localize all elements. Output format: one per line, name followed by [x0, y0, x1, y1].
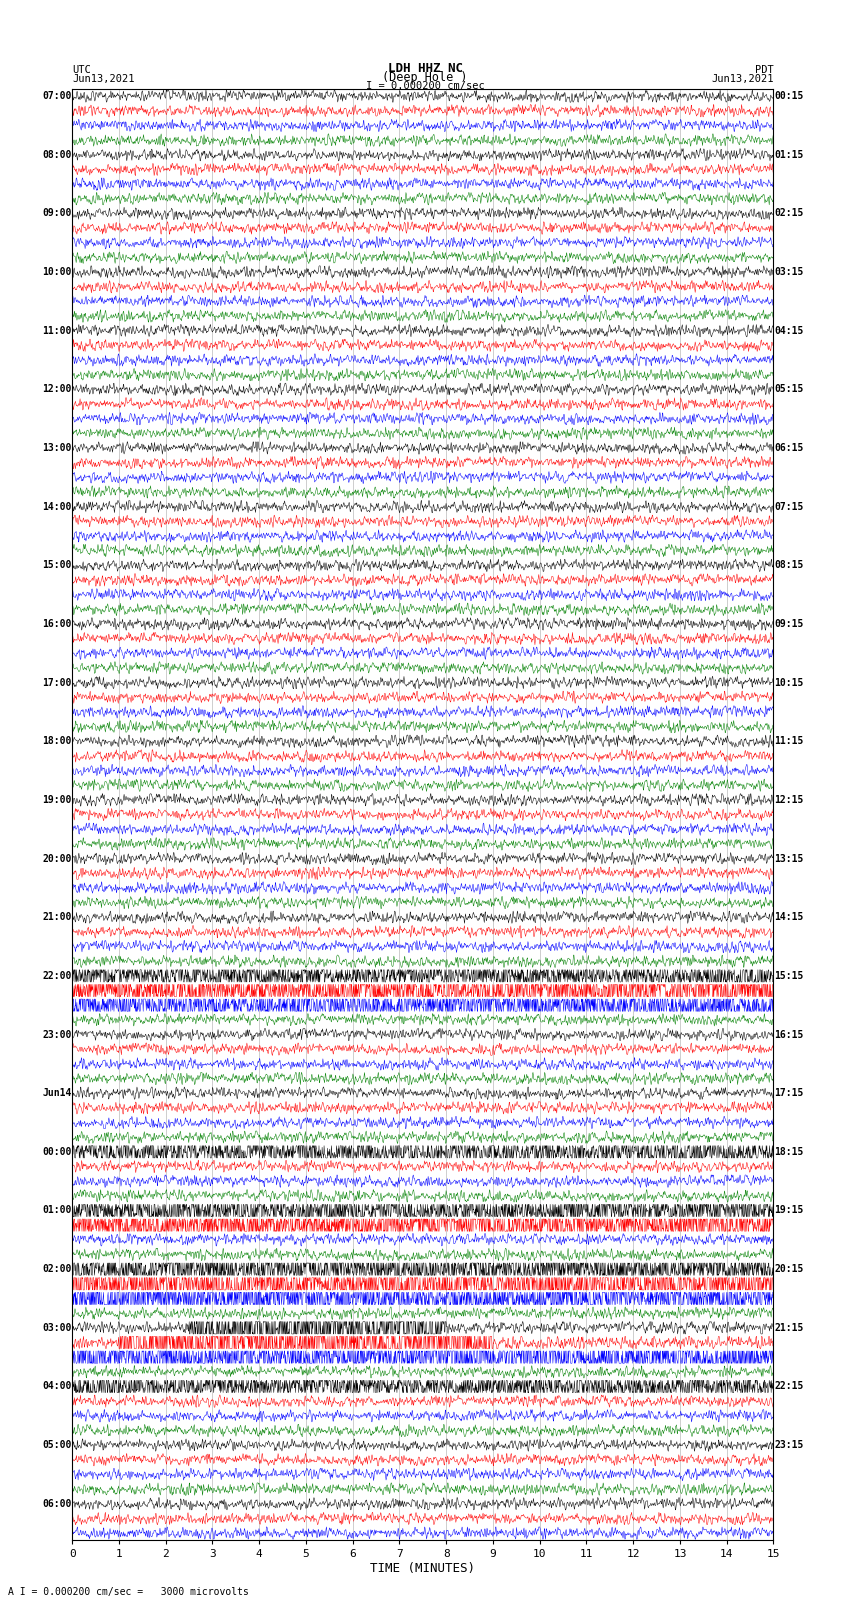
- Text: 16:15: 16:15: [774, 1029, 803, 1039]
- Text: 00:00: 00:00: [42, 1147, 71, 1157]
- Text: 08:15: 08:15: [774, 560, 803, 571]
- Text: 16:00: 16:00: [42, 619, 71, 629]
- Text: I = 0.000200 cm/sec: I = 0.000200 cm/sec: [366, 81, 484, 90]
- Text: (Deep Hole ): (Deep Hole ): [382, 71, 468, 84]
- Text: 04:00: 04:00: [42, 1381, 71, 1392]
- Text: 07:15: 07:15: [774, 502, 803, 511]
- Text: 08:00: 08:00: [42, 150, 71, 160]
- Text: LDH HHZ NC: LDH HHZ NC: [388, 61, 462, 76]
- Text: 23:15: 23:15: [774, 1440, 803, 1450]
- Text: 00:15: 00:15: [774, 90, 803, 102]
- Text: 19:00: 19:00: [42, 795, 71, 805]
- Text: 10:00: 10:00: [42, 268, 71, 277]
- Text: 18:00: 18:00: [42, 736, 71, 747]
- Text: 22:00: 22:00: [42, 971, 71, 981]
- Text: 02:00: 02:00: [42, 1265, 71, 1274]
- Text: 07:00: 07:00: [42, 90, 71, 102]
- Text: 01:15: 01:15: [774, 150, 803, 160]
- Text: Jun14: Jun14: [42, 1089, 71, 1098]
- Text: 18:15: 18:15: [774, 1147, 803, 1157]
- Text: 03:00: 03:00: [42, 1323, 71, 1332]
- Text: 02:15: 02:15: [774, 208, 803, 218]
- Text: Jun13,2021: Jun13,2021: [711, 74, 774, 84]
- Text: 03:15: 03:15: [774, 268, 803, 277]
- Text: 11:00: 11:00: [42, 326, 71, 336]
- Text: 01:00: 01:00: [42, 1205, 71, 1216]
- Text: 15:00: 15:00: [42, 560, 71, 571]
- Text: 06:00: 06:00: [42, 1498, 71, 1508]
- Text: 21:00: 21:00: [42, 913, 71, 923]
- Text: 06:15: 06:15: [774, 444, 803, 453]
- Text: 14:00: 14:00: [42, 502, 71, 511]
- Text: A I = 0.000200 cm/sec =   3000 microvolts: A I = 0.000200 cm/sec = 3000 microvolts: [8, 1587, 249, 1597]
- Text: 10:15: 10:15: [774, 677, 803, 687]
- Text: 19:15: 19:15: [774, 1205, 803, 1216]
- Text: 12:00: 12:00: [42, 384, 71, 394]
- Text: 22:15: 22:15: [774, 1381, 803, 1392]
- Text: 23:00: 23:00: [42, 1029, 71, 1039]
- X-axis label: TIME (MINUTES): TIME (MINUTES): [371, 1563, 475, 1576]
- Text: 20:15: 20:15: [774, 1265, 803, 1274]
- Text: 12:15: 12:15: [774, 795, 803, 805]
- Text: 09:00: 09:00: [42, 208, 71, 218]
- Text: 05:15: 05:15: [774, 384, 803, 394]
- Text: 13:15: 13:15: [774, 853, 803, 863]
- Text: 15:15: 15:15: [774, 971, 803, 981]
- Text: 17:15: 17:15: [774, 1089, 803, 1098]
- Text: 09:15: 09:15: [774, 619, 803, 629]
- Text: 11:15: 11:15: [774, 736, 803, 747]
- Text: 17:00: 17:00: [42, 677, 71, 687]
- Text: 14:15: 14:15: [774, 913, 803, 923]
- Text: UTC: UTC: [72, 65, 91, 76]
- Text: 04:15: 04:15: [774, 326, 803, 336]
- Text: 21:15: 21:15: [774, 1323, 803, 1332]
- Text: 05:00: 05:00: [42, 1440, 71, 1450]
- Text: PDT: PDT: [755, 65, 774, 76]
- Text: 20:00: 20:00: [42, 853, 71, 863]
- Text: 13:00: 13:00: [42, 444, 71, 453]
- Text: Jun13,2021: Jun13,2021: [72, 74, 135, 84]
